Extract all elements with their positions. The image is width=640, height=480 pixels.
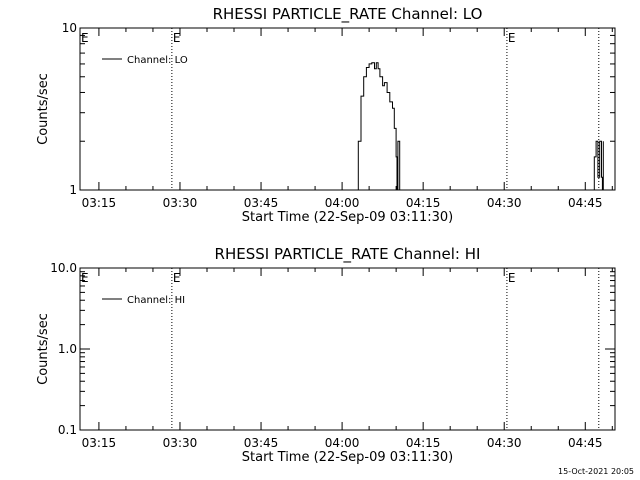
event-label: E [81,271,89,285]
event-label: E [508,271,516,285]
x-tick-label: 04:00 [325,196,360,210]
legend-label: Channel: HI [127,295,185,306]
legend-label: Channel: LO [127,55,188,66]
y-axis-label: Counts/sec [36,313,51,385]
x-tick-label: 04:15 [406,436,441,450]
x-tick-label: 03:45 [244,196,279,210]
x-axis-label: Start Time (22-Sep-09 03:11:30) [242,450,453,465]
x-tick-label: 04:30 [487,436,522,450]
chart-title: RHESSI PARTICLE_RATE Channel: LO [213,5,483,24]
series-line [355,62,401,191]
chart-title: RHESSI PARTICLE_RATE Channel: HI [215,245,481,264]
x-tick-label: 03:30 [163,196,198,210]
y-tick-label: 1.0 [58,342,77,356]
x-tick-label: 04:15 [406,196,441,210]
footer-timestamp: 15-Oct-2021 20:05 [558,467,634,476]
chart-panel-1: RHESSI PARTICLE_RATE Channel: LO E E E 03:15… [36,5,616,225]
x-tick-label: 03:30 [163,436,198,450]
plot-frame [79,27,616,191]
event-label: E [173,31,181,45]
x-tick-label: 04:45 [568,436,603,450]
y-axis-label: Counts/sec [36,73,51,145]
series-line [592,140,604,191]
y-tick-label: 0.1 [58,423,77,437]
event-label: E [508,31,516,45]
x-tick-label: 04:30 [487,196,522,210]
y-tick-label: 1 [69,183,77,197]
chart-panel-2: RHESSI PARTICLE_RATE Channel: HI E E E 03:15… [36,245,616,465]
x-tick-label: 03:15 [82,196,117,210]
plot-frame [79,267,616,431]
x-tick-label: 04:00 [325,436,360,450]
y-tick-label: 10 [62,21,77,35]
x-tick-label: 03:45 [244,436,279,450]
event-label: E [81,31,89,45]
x-axis-label: Start Time (22-Sep-09 03:11:30) [242,210,453,225]
x-tick-label: 03:15 [82,436,117,450]
x-tick-label: 04:45 [568,196,603,210]
event-label: E [173,271,181,285]
y-tick-label: 10.0 [50,261,77,275]
